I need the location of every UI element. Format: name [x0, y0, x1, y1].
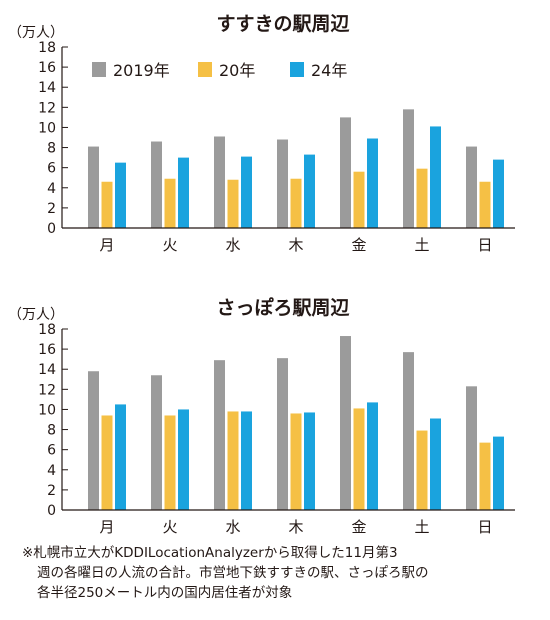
chart1-bar-1-7 — [466, 146, 477, 228]
chart2-title: さっぽろ駅周辺 — [216, 296, 349, 319]
chart2-x-tick-label-5: 金 — [351, 518, 366, 536]
chart1-y-axis-label: （万人） — [8, 25, 64, 41]
chart1-bar-1-4 — [277, 139, 288, 228]
chart2-y-tick-label-16: 16 — [38, 342, 56, 358]
chart1-bar-1-2 — [151, 141, 162, 228]
footnote-line-2: 週の各曜日の人流の合計。市営地下鉄すすきの駅、さっぽろ駅の — [37, 565, 429, 581]
chart2-bar-2-6 — [416, 430, 428, 510]
chart2-y-tick-label-12: 12 — [38, 382, 56, 398]
chart2-bar-3-3 — [241, 411, 252, 510]
chart1-bar-1-6 — [403, 109, 414, 228]
chart2-y-tick-label-10: 10 — [38, 402, 56, 418]
chart1-y-tick-label-16: 16 — [38, 60, 56, 76]
chart1-bar-2-5 — [353, 171, 365, 228]
chart2-bar-3-7 — [493, 436, 504, 510]
chart1-bar-2-6 — [416, 168, 428, 228]
chart2-x-tick-label-3: 水 — [225, 518, 240, 536]
chart1-bar-2-3 — [227, 179, 239, 228]
chart1-legend-label-1: 2019年 — [113, 61, 170, 80]
chart2-bar-2-3 — [227, 411, 239, 510]
chart1-bar-3-2 — [178, 157, 189, 228]
chart1-bar-2-7 — [479, 181, 491, 228]
chart1-y-tick-label-6: 6 — [47, 161, 56, 177]
chart2-y-tick-label-4: 4 — [47, 463, 56, 479]
chart2-bar-2-4 — [290, 413, 302, 510]
chart2-x-tick-label-1: 月 — [99, 518, 114, 536]
chart2-y-tick-label-0: 0 — [47, 503, 56, 519]
chart1-x-tick-label-7: 日 — [477, 236, 492, 254]
footnote-line-3: 各半径250メートル内の国内居住者が対象 — [37, 585, 293, 601]
chart2-bar-2-1 — [101, 415, 113, 510]
chart1-legend-swatch-2 — [198, 62, 212, 77]
footnote-line-1: ※札幌市立大がKDDILocationAnalyzerから取得した11月第3 — [22, 545, 398, 561]
chart1-x-tick-label-3: 水 — [225, 236, 240, 254]
chart1-x-tick-label-1: 月 — [99, 236, 114, 254]
chart1-legend-swatch-3 — [290, 62, 304, 77]
chart2-bar-1-7 — [466, 386, 477, 510]
chart2-y-tick-label-14: 14 — [38, 362, 56, 378]
chart2-bar-3-5 — [367, 402, 378, 510]
chart1-y-tick-label-2: 2 — [47, 201, 56, 217]
chart2-bar-3-6 — [430, 418, 441, 510]
chart1-bar-2-1 — [101, 181, 113, 228]
chart2-x-tick-label-2: 火 — [162, 518, 177, 536]
chart2-bar-1-3 — [214, 360, 225, 510]
chart2-bar-3-4 — [304, 412, 315, 510]
chart2-bar-1-1 — [88, 371, 99, 510]
chart2-y-tick-label-6: 6 — [47, 443, 56, 459]
chart1-bar-2-2 — [164, 178, 176, 228]
chart2-bar-2-5 — [353, 408, 365, 510]
chart2-x-tick-label-7: 日 — [477, 518, 492, 536]
chart2-y-tick-label-18: 18 — [38, 322, 56, 338]
chart2-y-axis-label: （万人） — [8, 307, 64, 323]
chart1-legend-label-2: 20年 — [219, 61, 255, 80]
chart1-bar-1-5 — [340, 117, 351, 228]
chart1-legend-swatch-1 — [92, 62, 106, 77]
chart2-bar-1-4 — [277, 358, 288, 510]
chart1-y-tick-label-4: 4 — [47, 181, 56, 197]
chart2-y-tick-label-8: 8 — [47, 423, 56, 439]
chart1-y-tick-label-18: 18 — [38, 40, 56, 56]
chart2-bar-1-6 — [403, 352, 414, 510]
chart1-bar-3-5 — [367, 138, 378, 228]
chart1-x-tick-label-2: 火 — [162, 236, 177, 254]
chart1-bar-2-4 — [290, 178, 302, 228]
chart2-y-tick-label-2: 2 — [47, 483, 56, 499]
chart1-y-tick-label-8: 8 — [47, 141, 56, 157]
chart1-x-tick-label-5: 金 — [351, 236, 366, 254]
chart1-bar-3-7 — [493, 159, 504, 228]
chart1-y-tick-label-10: 10 — [38, 120, 56, 136]
chart1-bar-3-4 — [304, 154, 315, 228]
chart2-bar-1-5 — [340, 336, 351, 510]
chart1-title: すすきの駅周辺 — [216, 13, 349, 35]
chart2-bar-3-2 — [178, 409, 189, 510]
chart1-bar-3-1 — [115, 162, 126, 228]
chart1-y-tick-label-14: 14 — [38, 80, 56, 96]
chart2-bar-3-1 — [115, 404, 126, 510]
chart1-bar-1-3 — [214, 136, 225, 228]
chart1-y-tick-label-0: 0 — [47, 221, 56, 237]
chart1-legend-label-3: 24年 — [311, 61, 347, 80]
chart1-x-tick-label-4: 木 — [288, 236, 303, 254]
chart1-bar-3-3 — [241, 156, 252, 228]
chart1-y-tick-label-12: 12 — [38, 100, 56, 116]
chart2-bar-2-2 — [164, 415, 176, 510]
footnote: ※札幌市立大がKDDILocationAnalyzerから取得した11月第3 週… — [22, 543, 542, 603]
chart1-x-tick-label-6: 土 — [414, 236, 429, 254]
chart-area: すすきの駅周辺（万人）024681012141618月火水木金土日2019年 20… — [8, 13, 515, 536]
chart2-bar-2-7 — [479, 442, 491, 510]
chart2-x-tick-label-6: 土 — [414, 518, 429, 536]
chart2-x-tick-label-4: 木 — [288, 518, 303, 536]
chart2-bar-1-2 — [151, 375, 162, 510]
chart1-bar-3-6 — [430, 126, 441, 228]
chart1-bar-1-1 — [88, 146, 99, 228]
